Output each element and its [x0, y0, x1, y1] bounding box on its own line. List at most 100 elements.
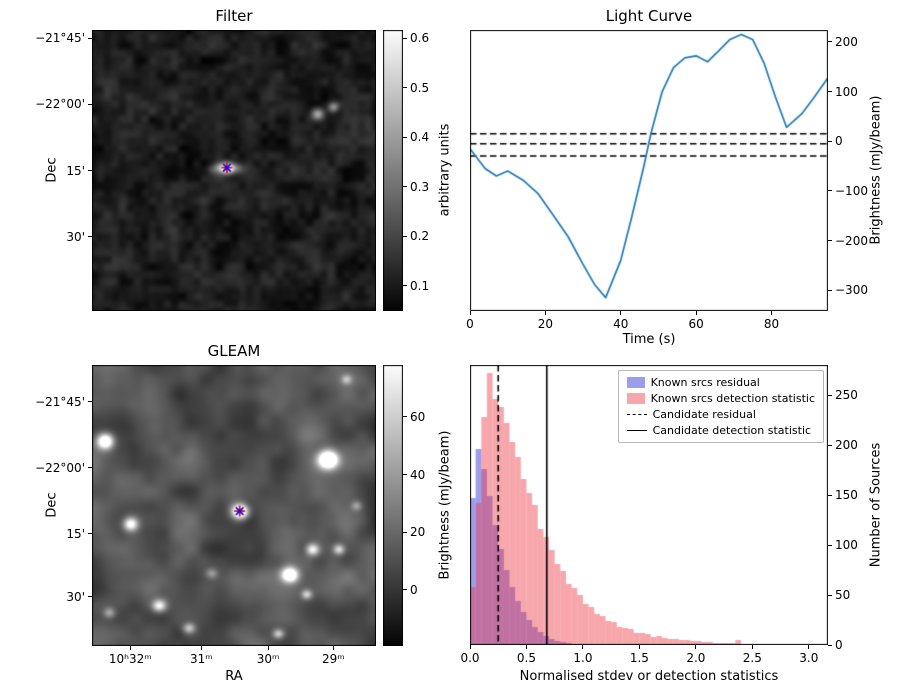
- histogram-xtick-label: 0.0: [460, 651, 480, 665]
- gleam-ytick-mark: [88, 596, 92, 598]
- filter-colorbar-tick-mark: [403, 87, 407, 89]
- filter-colorbar-tick-label: 0.4: [410, 130, 430, 145]
- histogram-ytick-label: 250: [835, 388, 858, 402]
- gleam-colorbar-label: Brightness (mJy/beam): [437, 430, 453, 580]
- lightcurve-ytick-label: −300: [835, 283, 868, 298]
- lightcurve-xtick-label: 40: [613, 317, 629, 331]
- gleam-xtick-mark: [129, 646, 131, 650]
- histogram-xtick-label: 3.0: [799, 651, 819, 665]
- legend-item-candidate-detection-statistic: Candidate detection statistic: [626, 424, 815, 437]
- histogram-ytick-label: 100: [835, 538, 858, 552]
- histogram-ytick-mark: [828, 394, 832, 396]
- lightcurve-xtick-label: 80: [763, 317, 780, 331]
- gleam-colorbar-tick-label: 0: [410, 582, 418, 597]
- gleam-ytick-mark: [88, 467, 92, 469]
- filter-colorbar-tick-label: 0.6: [410, 31, 430, 46]
- gleam-xtick-mark: [200, 646, 202, 650]
- gleam-xtick-mark: [332, 646, 334, 650]
- histogram-ytick-mark: [828, 444, 832, 446]
- lightcurve-ylabel: Brightness (mJy/beam): [868, 95, 884, 245]
- filter-colorbar-label: arbitrary units: [437, 123, 453, 217]
- gleam-colorbar-tick-label: 20: [410, 525, 426, 540]
- lightcurve-xtick-label: 60: [688, 317, 704, 331]
- histogram-legend: Known srcs residual Known srcs detection…: [617, 370, 824, 443]
- lightcurve-ytick-mark: [828, 91, 832, 93]
- legend-item-candidate-residual: Candidate residual: [626, 408, 815, 421]
- lightcurve-ytick-mark: [828, 41, 832, 43]
- gleam-colorbar-tick-mark: [403, 474, 407, 476]
- histogram-ytick-label: 0: [835, 638, 843, 652]
- lightcurve-ytick-label: 0: [835, 134, 843, 149]
- filter-heatmap-image: [92, 30, 376, 311]
- dashed-line-icon: [626, 414, 647, 415]
- filter-ytick-label: −21°45': [35, 31, 85, 46]
- histogram-xtick-mark: [638, 645, 640, 649]
- histogram-ytick-label: 200: [835, 438, 858, 452]
- filter-colorbar-tick-mark: [403, 235, 407, 237]
- legend-label-known-srcs-detection-statistic: Known srcs detection statistic: [650, 392, 815, 405]
- lightcurve-plot-area: [470, 30, 828, 311]
- filter-ytick-mark: [88, 170, 92, 171]
- lightcurve-ytick-label: 200: [835, 34, 858, 49]
- histogram-xtick-mark: [808, 645, 810, 649]
- gleam-xtick-mark: [267, 646, 269, 650]
- gleam-colorbar: [383, 365, 403, 646]
- histogram-xtick-mark: [582, 645, 584, 649]
- gleam-colorbar-tick-label: 60: [410, 409, 426, 424]
- gleam-heatmap-image: [92, 365, 376, 646]
- lightcurve-ytick-mark: [828, 140, 832, 142]
- gleam-xtick-label: 30ᵐ: [256, 652, 280, 666]
- lightcurve-ytick-mark: [828, 289, 832, 291]
- lightcurve-xtick-mark: [620, 311, 622, 315]
- filter-ytick-label: −22°00': [35, 97, 85, 112]
- histogram-xtick-mark: [525, 645, 527, 649]
- histogram-xtick-label: 0.5: [516, 651, 536, 665]
- gleam-ytick-label: −22°00': [35, 460, 85, 475]
- legend-item-known-srcs-detection-statistic: Known srcs detection statistic: [626, 392, 815, 405]
- histogram-ytick-mark: [828, 494, 832, 496]
- lightcurve-xtick-mark: [770, 311, 772, 315]
- filter-ytick-mark: [88, 37, 92, 39]
- gleam-xlabel: RA: [225, 669, 243, 684]
- lightcurve-ytick-label: 100: [835, 84, 858, 99]
- legend-label-candidate-residual: Candidate residual: [652, 408, 756, 421]
- filter-ytick-mark: [88, 103, 92, 105]
- histogram-ytick-mark: [828, 544, 832, 546]
- filter-ylabel: Dec: [44, 157, 60, 183]
- lightcurve-ytick-label: −200: [835, 233, 868, 248]
- gleam-xtick-label: 29ᵐ: [322, 652, 345, 666]
- lightcurve-xtick-mark: [544, 311, 546, 315]
- gleam-colorbar-tick-mark: [403, 589, 407, 591]
- gleam-ytick-mark: [88, 533, 92, 535]
- filter-colorbar-tick-label: 0.2: [410, 229, 430, 244]
- lightcurve-ytick-mark: [828, 190, 832, 192]
- filter-colorbar-tick-label: 0.5: [410, 80, 430, 95]
- filter-ytick-mark: [88, 236, 92, 238]
- histogram-ytick-mark: [828, 644, 832, 646]
- filter-title: Filter: [215, 7, 253, 25]
- gleam-ytick-label: 15': [66, 526, 85, 541]
- filter-colorbar-tick-mark: [403, 186, 407, 188]
- gleam-ytick-label: −21°45': [35, 394, 85, 409]
- histogram-xtick-mark: [469, 645, 471, 649]
- filter-colorbar-tick-mark: [403, 285, 407, 287]
- histogram-ytick-label: 150: [835, 488, 858, 502]
- gleam-colorbar-tick-label: 40: [410, 467, 426, 482]
- filter-colorbar: [383, 30, 403, 311]
- gleam-colorbar-tick-mark: [403, 416, 407, 418]
- histogram-ytick-mark: [828, 594, 832, 596]
- legend-label-candidate-detection-statistic: Candidate detection statistic: [652, 424, 812, 437]
- filter-colorbar-tick-mark: [403, 136, 407, 138]
- histogram-xtick-label: 2.0: [686, 651, 706, 665]
- legend-item-known-srcs-residual: Known srcs residual: [626, 376, 815, 389]
- blue-patch-icon: [626, 377, 645, 388]
- histogram-ylabel: Number of Sources: [868, 442, 884, 568]
- histogram-xlabel: Normalised stdev or detection statistics: [519, 669, 779, 684]
- histogram-xtick-mark: [695, 645, 697, 649]
- gleam-colorbar-tick-mark: [403, 531, 407, 533]
- lightcurve-xtick-mark: [469, 311, 471, 315]
- solid-line-icon: [626, 430, 647, 431]
- lightcurve-xlabel: Time (s): [622, 332, 676, 347]
- histogram-xtick-mark: [751, 645, 753, 649]
- filter-ytick-label: 30': [66, 229, 85, 244]
